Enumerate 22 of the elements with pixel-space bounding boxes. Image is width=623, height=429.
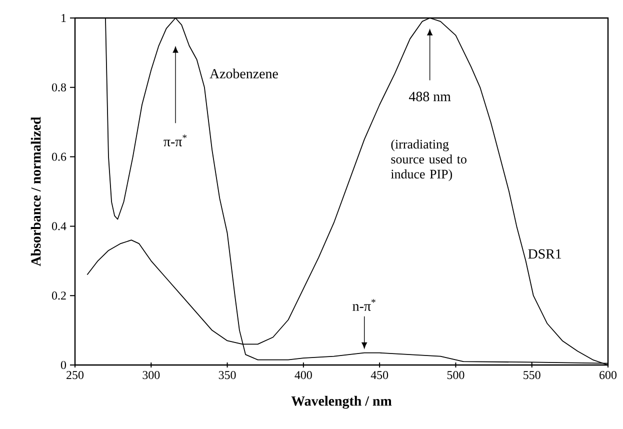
y-tick-label: 0.2 [52, 292, 66, 300]
series-label: Azobenzene [210, 68, 278, 78]
series-label: DSR1 [528, 249, 562, 259]
annotation: 488 nm [408, 92, 451, 102]
y-axis-title: Absorbance / normalized [30, 116, 41, 266]
annotation: (irradiating source used to induce PIP) [390, 140, 466, 182]
x-tick-label: 250 [66, 371, 84, 380]
y-tick-label: 0.6 [52, 152, 66, 161]
x-tick-label: 600 [600, 371, 617, 380]
y-tick-label: 0.8 [52, 83, 66, 92]
x-tick-label: 400 [294, 371, 312, 380]
y-tick-label: 0.4 [52, 222, 66, 230]
y-tick-label: 1 [62, 14, 66, 22]
x-tick-label: 350 [218, 371, 236, 380]
annotation: π-π$^{*}$ [164, 134, 187, 146]
x-tick-label: 300 [142, 371, 160, 380]
x-tick-label: 500 [447, 371, 464, 380]
x-tick-label: 450 [370, 371, 388, 380]
annotation: n-π$^{*}$ [352, 299, 376, 311]
x-axis-title: Wavelength / nm [291, 396, 392, 409]
x-tick-label: 550 [524, 371, 540, 380]
y-tick-label: 0 [60, 360, 66, 370]
